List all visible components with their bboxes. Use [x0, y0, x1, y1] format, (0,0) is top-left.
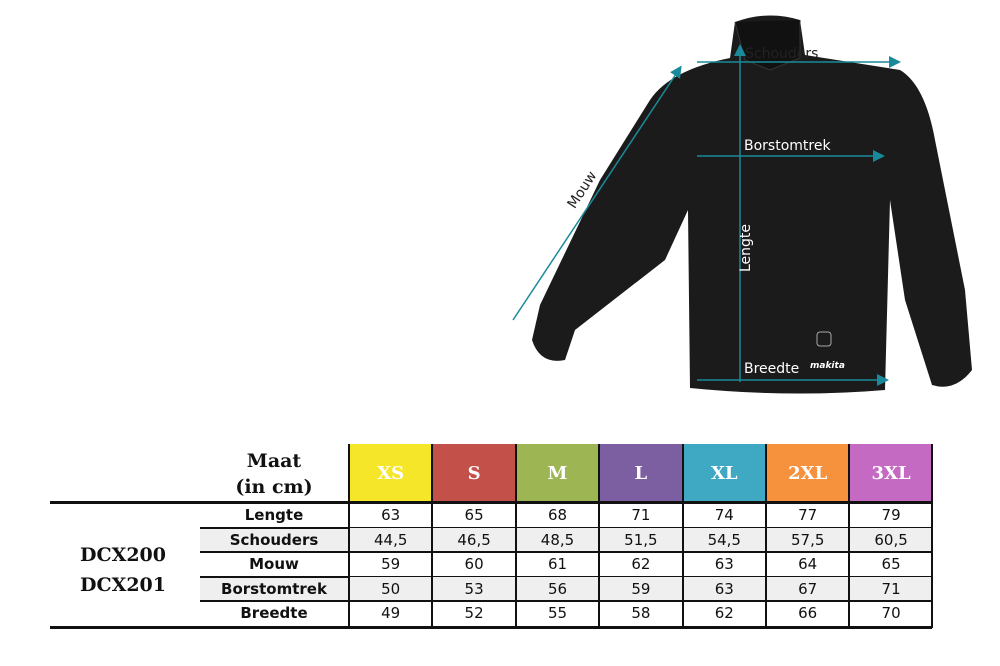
- table-cell: 48,5: [514, 528, 599, 552]
- table-cell: 46,5: [431, 528, 515, 552]
- length-label: Lengte: [738, 223, 755, 273]
- width-label: Breedte: [744, 361, 800, 377]
- shoulders-label: Schouders: [745, 46, 819, 62]
- table-cell: 59: [598, 577, 682, 601]
- table-cell: 79: [848, 503, 931, 528]
- table-divider: [50, 501, 932, 504]
- table-cell: 68: [514, 503, 598, 528]
- size-header-m: M: [514, 444, 599, 502]
- table-cell: 57,5: [765, 528, 849, 552]
- table-cell: 56: [514, 577, 599, 601]
- table-cell: 62: [681, 601, 765, 626]
- table-cell: 71: [848, 577, 932, 601]
- table-right-border: [931, 444, 933, 628]
- table-cell: 60,5: [848, 528, 932, 552]
- model-names: DCX200 DCX201: [80, 540, 190, 600]
- row-divider: [200, 551, 932, 553]
- size-header-title: Maat: [246, 450, 302, 472]
- model-name: DCX201: [80, 574, 167, 596]
- table-cell: 51,5: [598, 528, 682, 552]
- chest-label: Borstomtrek: [744, 138, 831, 154]
- size-header: Maat (in cm): [200, 444, 348, 502]
- table-cell: 67: [765, 577, 849, 601]
- table-cell: 58: [598, 601, 681, 626]
- table-cell: 55: [514, 601, 598, 626]
- size-header-2xl: 2XL: [765, 444, 849, 502]
- table-cell: 44,5: [348, 528, 432, 552]
- power-button-icon: [816, 331, 832, 347]
- shirt-image: [532, 15, 972, 394]
- table-cell: 50: [348, 577, 432, 601]
- row-label: Mouw: [249, 555, 299, 573]
- table-cell: 66: [765, 601, 848, 626]
- size-header-xs: XS: [348, 444, 432, 502]
- table-cell: 61: [514, 552, 598, 577]
- table-cell: 71: [598, 503, 681, 528]
- size-header-xl: XL: [681, 444, 765, 502]
- row-label: Schouders: [200, 528, 348, 552]
- table-cell: 70: [848, 601, 931, 626]
- table-cell: 64: [765, 552, 848, 577]
- table-cell: 63: [348, 503, 431, 528]
- table-cell: 59: [348, 552, 431, 577]
- table-cell: 74: [681, 503, 765, 528]
- table-cell: 60: [431, 552, 514, 577]
- table-cell: 52: [431, 601, 514, 626]
- table-cell: 53: [431, 577, 515, 601]
- table-cell: 63: [681, 552, 765, 577]
- table-cell: 65: [848, 552, 931, 577]
- row-label: Borstomtrek: [200, 577, 348, 601]
- row-divider: [200, 600, 932, 602]
- model-name: DCX200: [80, 544, 167, 566]
- size-header-l: L: [598, 444, 682, 502]
- table-cell: 63: [681, 577, 765, 601]
- table-bottom-border: [50, 626, 932, 629]
- table-cell: 77: [765, 503, 848, 528]
- size-header-3xl: 3XL: [848, 444, 932, 502]
- row-label: Breedte: [240, 604, 308, 622]
- table-cell: 65: [431, 503, 514, 528]
- row-label: Lengte: [244, 506, 304, 524]
- makita-logo: makita: [810, 361, 845, 371]
- table-cell: 49: [348, 601, 431, 626]
- size-header-s: S: [431, 444, 515, 502]
- shirt-diagram: makita: [512, 15, 972, 394]
- sleeve-arrow: [512, 65, 682, 321]
- table-cell: 54,5: [681, 528, 765, 552]
- size-header-unit: (in cm): [235, 476, 313, 498]
- table-cell: 62: [598, 552, 681, 577]
